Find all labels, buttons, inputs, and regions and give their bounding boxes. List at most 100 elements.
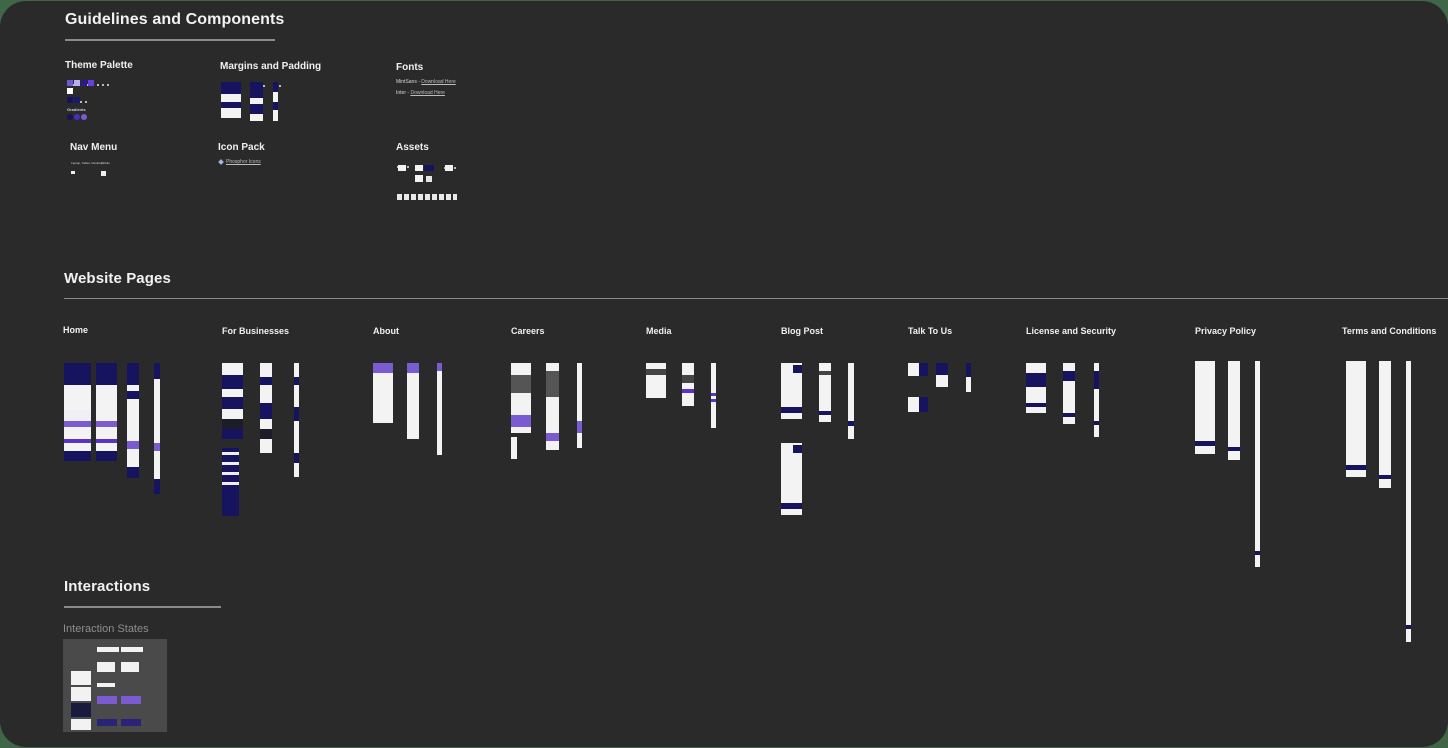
link-text[interactable]: Phosphor Icons (226, 159, 261, 165)
media-frame-mobile[interactable] (711, 363, 716, 428)
careers-frame-component[interactable] (511, 437, 517, 459)
color-swatch[interactable] (67, 80, 73, 86)
button-state (121, 662, 139, 672)
margins-padding-title: Margins and Padding (220, 61, 322, 72)
input-state (121, 647, 143, 652)
card-state (71, 687, 91, 701)
asset-label (397, 187, 457, 200)
page-title-for-businesses: For Businesses (222, 326, 290, 336)
home-frame-laptop[interactable] (96, 363, 117, 461)
asset-icon-row[interactable] (397, 194, 457, 200)
license-frame-tablet[interactable] (1063, 363, 1075, 424)
section-title-guidelines: Guidelines and Components (65, 11, 285, 28)
asset-label (444, 156, 459, 169)
terms-frame-tablet[interactable] (1379, 361, 1391, 488)
home-frame-mobile[interactable] (154, 363, 160, 494)
frame-label (274, 74, 284, 87)
gradient-swatch[interactable] (67, 114, 73, 120)
about-frame-desktop[interactable] (373, 363, 393, 423)
blog-post-frame-mobile[interactable] (848, 363, 854, 439)
color-swatch[interactable] (74, 80, 80, 86)
blog-post-frame-desktop[interactable] (781, 363, 802, 419)
color-swatch[interactable] (67, 97, 73, 103)
page-title-talk-to-us: Talk To Us (908, 326, 953, 336)
toggle-state (97, 683, 115, 687)
assets-title: Assets (396, 142, 429, 153)
asset-thumbnail[interactable] (415, 165, 423, 171)
nav-menu-component[interactable] (101, 171, 106, 176)
interaction-states-frame[interactable] (63, 639, 167, 732)
asset-thumbnail[interactable] (445, 165, 453, 171)
for-businesses-frame-desktop[interactable] (222, 363, 243, 439)
talk-to-us-frame-desktop[interactable] (908, 363, 928, 376)
privacy-frame-desktop[interactable] (1195, 361, 1215, 454)
careers-frame-tablet[interactable] (546, 363, 559, 450)
about-frame-tablet[interactable] (407, 363, 419, 439)
phosphor-icons-link[interactable]: Phosphor Icons (226, 159, 261, 165)
careers-frame-mobile[interactable] (577, 363, 582, 448)
card-state (71, 719, 91, 730)
font-item-mintsans: MintSans - Download Here (396, 79, 456, 85)
nav-menu-title: Nav Menu (70, 142, 118, 153)
color-swatch[interactable] (81, 80, 87, 86)
page-title-careers: Careers (511, 326, 545, 336)
terms-frame-desktop[interactable] (1346, 361, 1366, 477)
color-swatch[interactable] (67, 88, 73, 94)
nav-menu-label-desktop: Laptop, Tablet, Desktop (71, 161, 103, 165)
asset-thumbnail[interactable] (424, 165, 434, 171)
card-state (71, 703, 91, 717)
media-frame-tablet[interactable] (682, 363, 694, 406)
interaction-states-label: Interaction States (63, 623, 149, 635)
color-swatch[interactable] (74, 97, 80, 103)
for-businesses-frame-mobile[interactable] (294, 363, 299, 477)
for-businesses-components[interactable] (222, 448, 239, 516)
terms-frame-mobile[interactable] (1406, 361, 1411, 642)
font-name: MintSans (396, 79, 417, 85)
careers-frame-desktop[interactable] (511, 363, 531, 433)
privacy-frame-tablet[interactable] (1228, 361, 1240, 460)
frame-label (221, 74, 236, 87)
gradient-swatch[interactable] (81, 114, 87, 120)
for-businesses-frame-tablet[interactable] (260, 363, 272, 453)
nav-menu-component[interactable] (71, 171, 75, 174)
blog-post-frame-desktop-alt[interactable] (781, 443, 802, 515)
asset-thumbnail[interactable] (398, 165, 406, 171)
button-state (97, 662, 115, 672)
nav-state (97, 719, 117, 726)
home-frame-desktop[interactable] (64, 363, 91, 461)
nav-state (121, 719, 141, 726)
margins-frame-tablet[interactable] (250, 82, 263, 121)
fonts-title: Fonts (396, 62, 424, 73)
purple-state (121, 696, 141, 704)
gradient-swatch[interactable] (74, 114, 80, 120)
talk-to-us-frame-mobile[interactable] (966, 363, 971, 392)
license-frame-desktop[interactable] (1026, 363, 1046, 413)
asset-thumbnail[interactable] (415, 175, 423, 182)
color-swatch[interactable] (88, 80, 94, 86)
about-frame-mobile[interactable] (437, 363, 442, 455)
margins-frame-mobile[interactable] (273, 82, 278, 121)
license-frame-mobile[interactable] (1094, 363, 1099, 437)
section-title-website-pages: Website Pages (64, 270, 171, 287)
input-state (97, 647, 119, 652)
page-title-blog-post: Blog Post (781, 326, 823, 336)
blog-post-frame-tablet[interactable] (819, 363, 831, 422)
swatch-labels (75, 90, 90, 103)
page-title-media: Media (646, 326, 672, 336)
page-title-license-security: License and Security (1026, 326, 1117, 336)
frame-label (253, 74, 268, 87)
separator: - (406, 90, 411, 96)
margins-frame-laptop[interactable] (221, 82, 241, 118)
section-divider (64, 606, 221, 608)
media-frame-desktop[interactable] (646, 363, 666, 398)
gradients-label: Gradients (67, 107, 86, 112)
privacy-frame-mobile[interactable] (1255, 361, 1260, 567)
asset-thumbnail[interactable] (426, 176, 432, 182)
download-link[interactable]: Download Here (421, 79, 456, 85)
talk-to-us-frame-desktop-alt[interactable] (908, 397, 928, 412)
icon-pack-title: Icon Pack (218, 142, 265, 153)
download-link[interactable]: Download Here (410, 90, 445, 96)
home-frame-tablet[interactable] (127, 363, 139, 478)
talk-to-us-frame-tablet[interactable] (936, 363, 948, 387)
